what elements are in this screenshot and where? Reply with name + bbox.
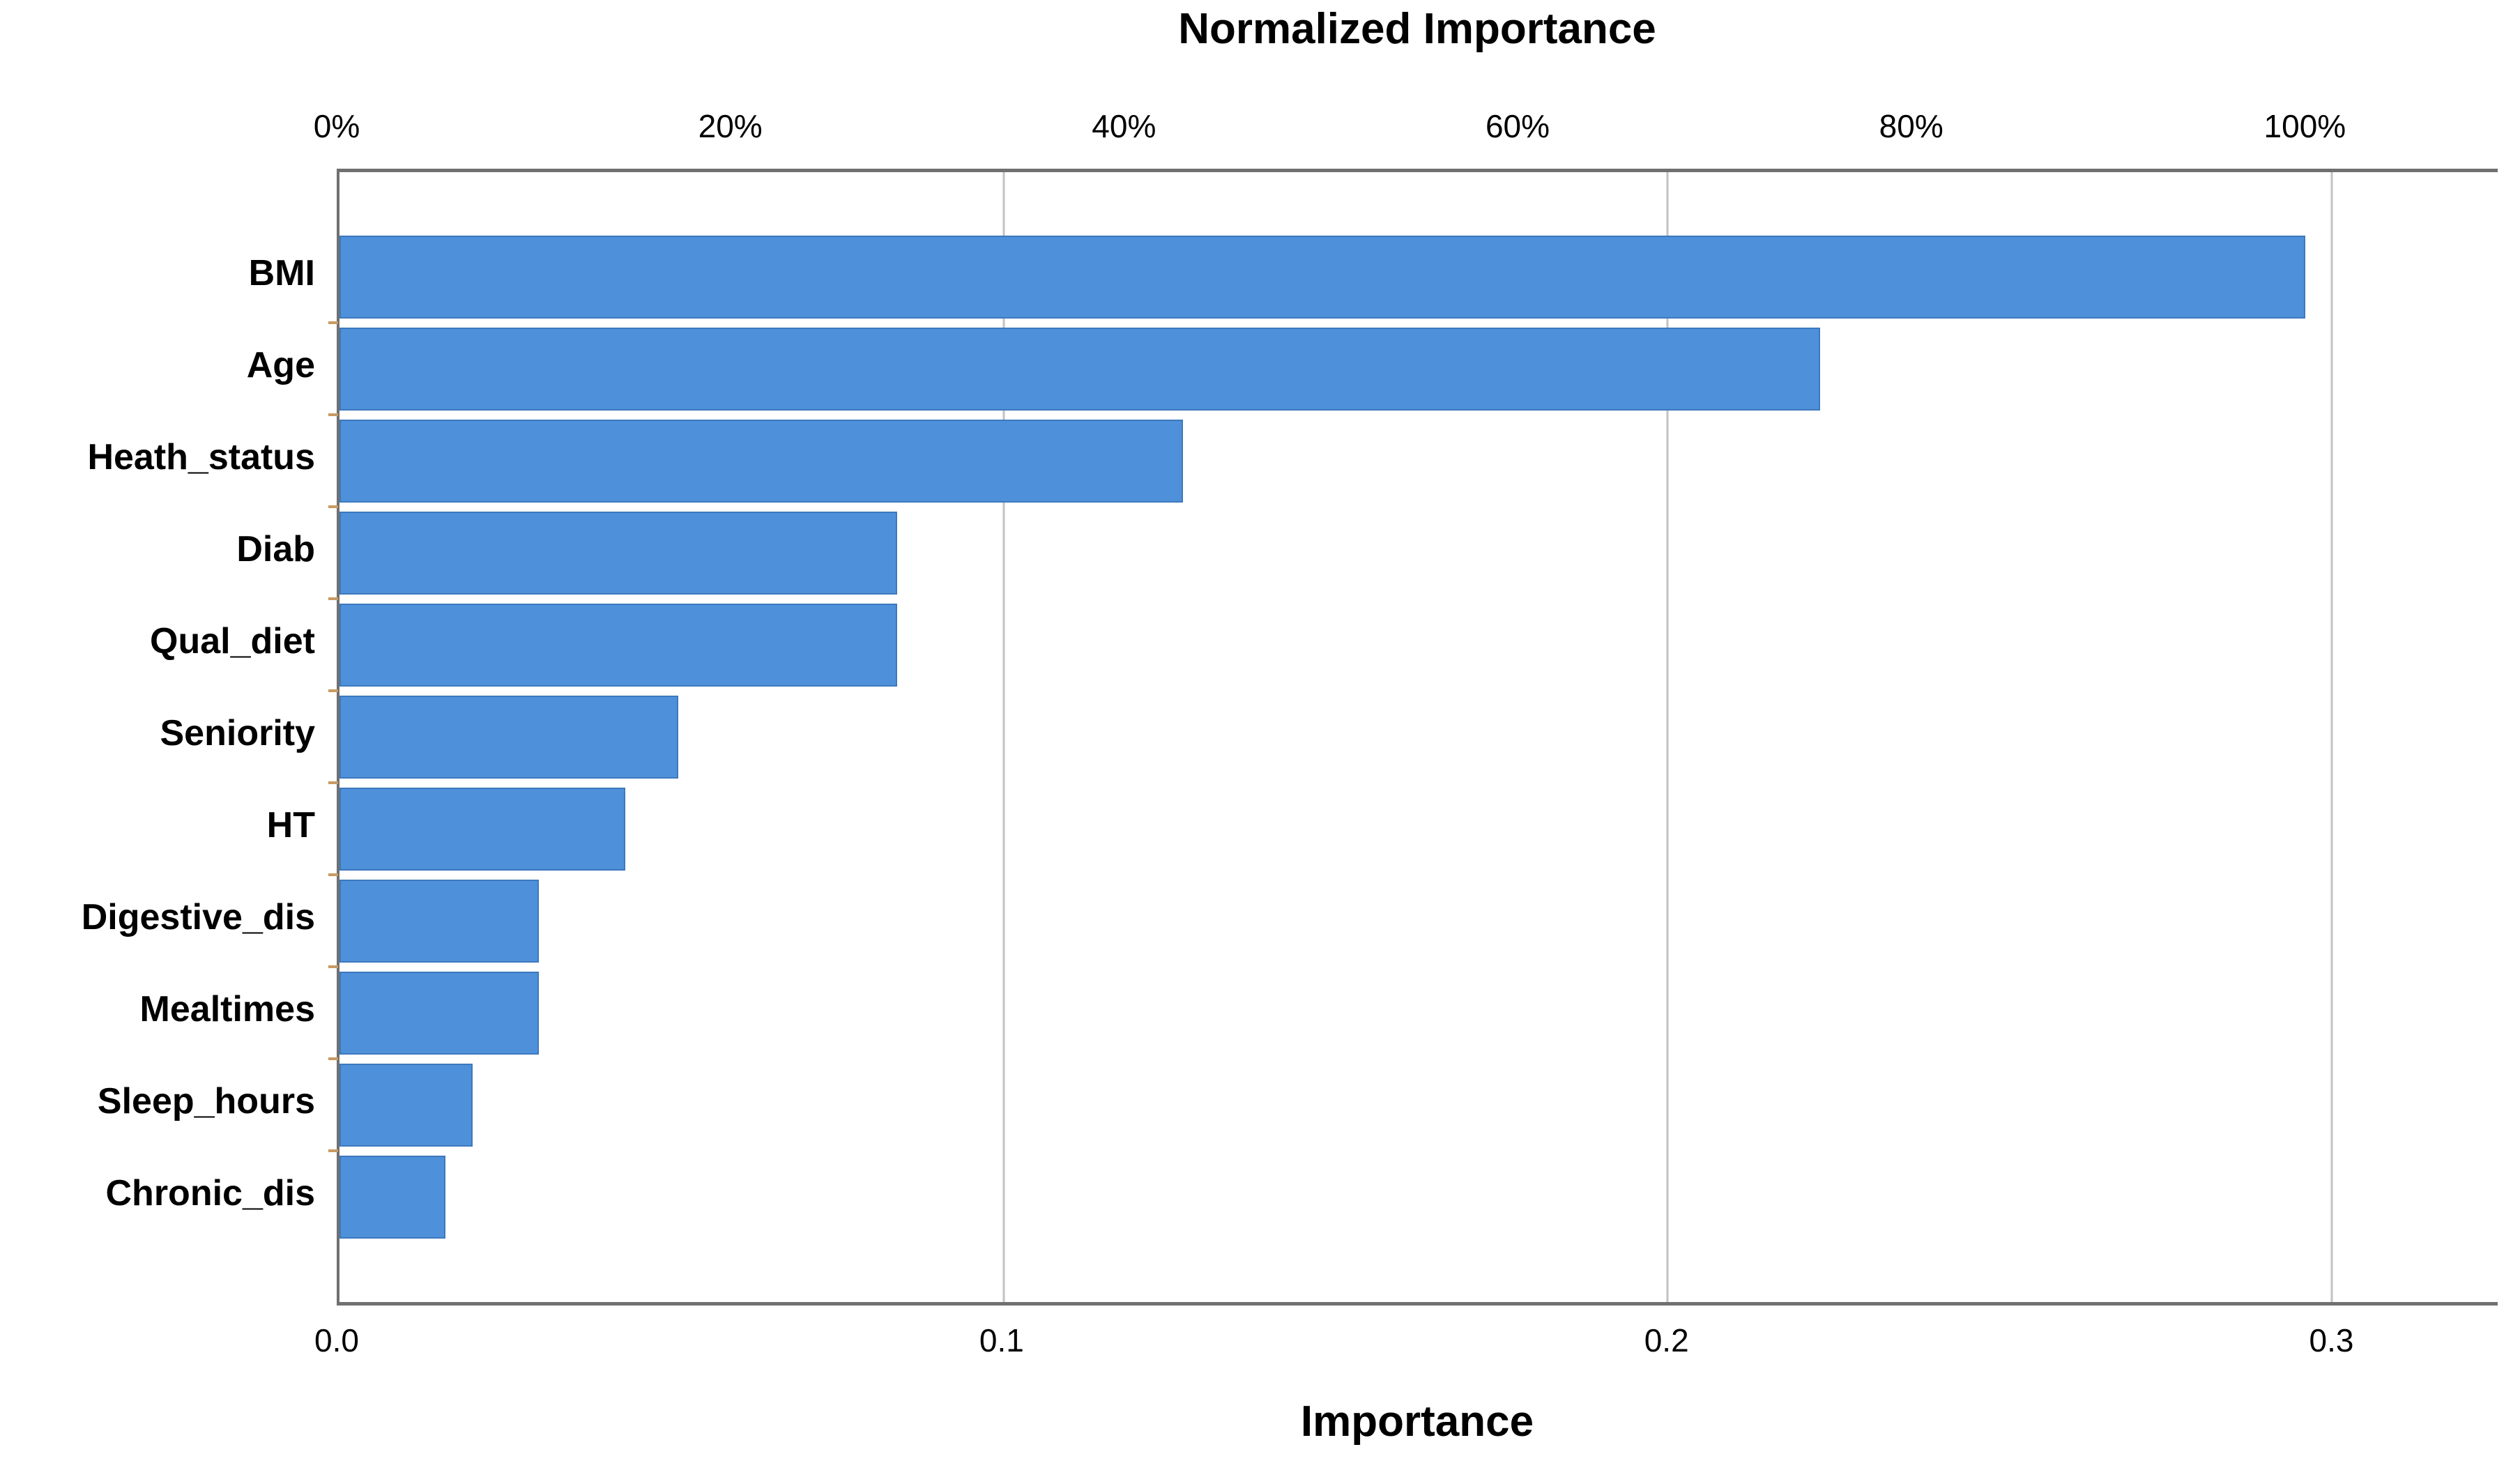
bar-Seniority bbox=[339, 695, 678, 779]
category-label-Digestive_dis: Digestive_dis bbox=[81, 897, 315, 937]
category-label-HT: HT bbox=[266, 805, 315, 845]
bar-Sleep_hours bbox=[339, 1063, 473, 1147]
category-tick bbox=[328, 1149, 338, 1152]
bar-row-Heath_status bbox=[339, 415, 2498, 507]
category-tick bbox=[328, 689, 338, 692]
category-label-Chronic_dis: Chronic_dis bbox=[105, 1173, 316, 1213]
gridline-0.1 bbox=[1002, 172, 1005, 1302]
bar-row-Diab bbox=[339, 507, 2498, 599]
gridline-0.3 bbox=[2330, 172, 2333, 1302]
top-tick-20%: 20% bbox=[698, 108, 763, 144]
bottom-value-axis: 0.0 0.1 0.2 0.3 bbox=[314, 1321, 2498, 1360]
bar-row-Chronic_dis bbox=[339, 1151, 2498, 1243]
category-axis-labels: BMI Age Heath_status Diab Qual_diet Seniority… bbox=[0, 227, 315, 1239]
bar-Heath_status bbox=[339, 419, 1183, 503]
bar-Qual_diet bbox=[339, 603, 898, 687]
gridline-0.2 bbox=[1666, 172, 1669, 1302]
category-label-Sleep_hours: Sleep_hours bbox=[97, 1081, 315, 1121]
x-axis-title: Importance bbox=[1300, 1398, 1534, 1446]
bar-row-Age bbox=[339, 323, 2498, 415]
bottom-tick-0.0: 0.0 bbox=[314, 1322, 359, 1358]
chart-title: Normalized Importance bbox=[1178, 5, 1656, 53]
category-tick bbox=[328, 505, 338, 508]
top-tick-0%: 0% bbox=[313, 108, 360, 144]
top-tick-40%: 40% bbox=[1092, 108, 1156, 144]
category-tick bbox=[328, 1057, 338, 1060]
category-label-Qual_diet: Qual_diet bbox=[150, 621, 315, 661]
bar-Digestive_dis bbox=[339, 879, 539, 963]
category-label-BMI: BMI bbox=[248, 253, 315, 293]
bar-BMI bbox=[339, 235, 2305, 319]
bar-row-Mealtimes bbox=[339, 967, 2498, 1059]
category-label-Mealtimes: Mealtimes bbox=[139, 989, 315, 1029]
bottom-tick-0.1: 0.1 bbox=[979, 1322, 1024, 1358]
bar-row-BMI bbox=[339, 231, 2498, 323]
bars-container bbox=[328, 172, 2498, 1302]
category-tick bbox=[328, 321, 338, 324]
bar-Chronic_dis bbox=[339, 1155, 446, 1239]
category-label-Heath_status: Heath_status bbox=[87, 437, 315, 477]
bar-row-Seniority bbox=[339, 691, 2498, 783]
bar-row-Qual_diet bbox=[339, 599, 2498, 691]
top-tick-100%: 100% bbox=[2263, 108, 2346, 144]
category-tick bbox=[328, 965, 338, 968]
bar-Mealtimes bbox=[339, 971, 539, 1055]
top-tick-80%: 80% bbox=[1879, 108, 1944, 144]
top-tick-60%: 60% bbox=[1485, 108, 1550, 144]
bar-row-HT bbox=[339, 783, 2498, 875]
bar-HT bbox=[339, 787, 625, 871]
bar-Diab bbox=[339, 511, 898, 595]
category-tick bbox=[328, 413, 338, 416]
bar-row-Sleep_hours bbox=[339, 1059, 2498, 1151]
bottom-tick-0.2: 0.2 bbox=[1644, 1322, 1689, 1358]
bar-row-Digestive_dis bbox=[339, 875, 2498, 967]
category-label-Seniority: Seniority bbox=[160, 713, 316, 753]
category-tick bbox=[328, 597, 338, 600]
category-label-Diab: Diab bbox=[236, 529, 315, 569]
plot-area bbox=[328, 169, 2498, 1306]
top-percent-axis: 0% 20% 40% 60% 80% 100% bbox=[314, 105, 2498, 148]
bottom-tick-0.3: 0.3 bbox=[2309, 1322, 2354, 1358]
category-tick bbox=[328, 781, 338, 784]
category-tick bbox=[328, 873, 338, 876]
category-label-Age: Age bbox=[246, 345, 315, 385]
bar-Age bbox=[339, 327, 1821, 411]
